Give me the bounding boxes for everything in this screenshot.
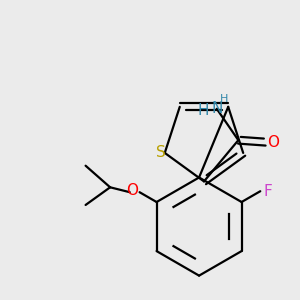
Text: N: N bbox=[211, 101, 222, 116]
Text: F: F bbox=[264, 184, 272, 199]
Text: O: O bbox=[126, 183, 138, 198]
Text: O: O bbox=[267, 135, 279, 150]
Text: S: S bbox=[156, 146, 166, 160]
Text: H: H bbox=[219, 94, 228, 104]
Text: H: H bbox=[197, 103, 209, 118]
